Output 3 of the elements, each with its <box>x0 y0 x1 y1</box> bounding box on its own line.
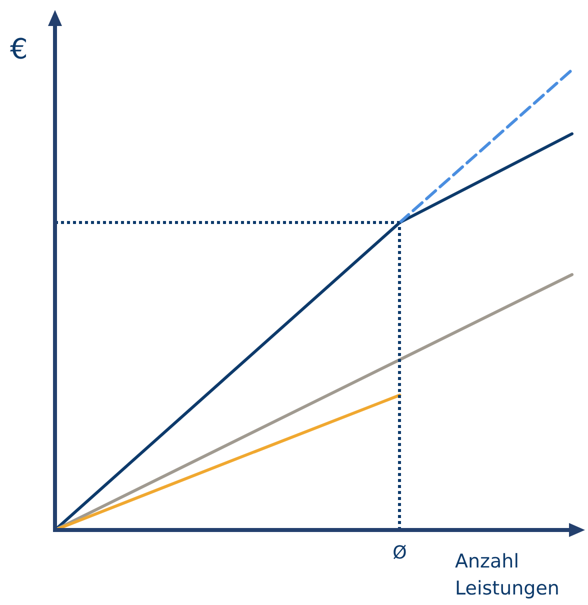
y-axis-title: € <box>10 32 28 66</box>
text: Ø <box>392 542 407 564</box>
x-axis-title: Anzahl Leistungen <box>455 550 560 600</box>
